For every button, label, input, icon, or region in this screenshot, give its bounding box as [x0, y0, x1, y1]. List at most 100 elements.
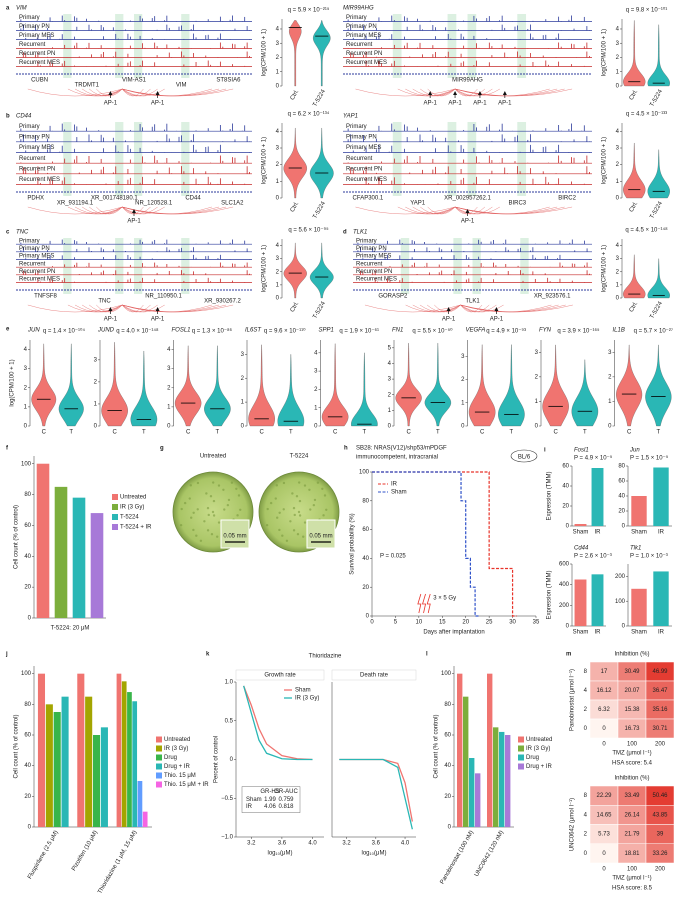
y-tick-label: 0.5: [225, 718, 234, 724]
bar: [505, 735, 511, 827]
anchor-label: AP-1: [104, 317, 118, 323]
annotation: P = 4.9 × 10⁻⁵: [574, 455, 613, 462]
x-tick-label: 15: [439, 620, 446, 626]
annotation: q = 9.8 × 10⁻¹⁰¹: [626, 7, 668, 14]
bar: [499, 731, 505, 827]
y-tick-label: 20: [444, 794, 451, 800]
cell-label: 46.99: [652, 669, 668, 675]
colony: [217, 521, 221, 524]
bar: [591, 468, 604, 526]
x-axis-label: T-5224: 20 μM: [51, 626, 90, 632]
colony: [269, 501, 273, 505]
y-tick-label: 0: [622, 624, 626, 630]
loop-arc: [454, 88, 550, 97]
legend-label: Untreated: [120, 495, 146, 501]
bar: [127, 692, 132, 827]
violin: [277, 354, 305, 427]
highlight: [467, 122, 477, 196]
colony: [230, 481, 234, 484]
violin: [283, 127, 307, 199]
gene-label: VIM: [176, 83, 187, 89]
y-tick-label: 20: [618, 509, 625, 515]
x-tick-label: Ctrl.: [629, 89, 640, 102]
violin: [174, 345, 202, 427]
column-label: 100: [627, 867, 638, 873]
loop-arc: [122, 304, 151, 313]
anchor-label: AP-1: [461, 219, 475, 225]
y-tick-label: 100: [359, 470, 370, 476]
violin: [101, 342, 128, 427]
score: HSA score: 8.5: [612, 886, 653, 892]
track-label: Recurrent MES: [19, 277, 60, 283]
y-axis-label: UNC0642 (μmol l⁻¹): [570, 798, 576, 851]
track-label: Recurrent MES: [19, 177, 60, 183]
track-label: Primary PN: [346, 135, 377, 141]
bar: [72, 497, 86, 618]
track-label: Primary MES: [19, 33, 54, 39]
violin: [204, 345, 231, 427]
survival-line: [372, 471, 517, 617]
image-label: T-5224: [290, 454, 309, 460]
cell-label: 16.73: [624, 726, 640, 732]
x-tick-label: Ctrl.: [290, 301, 301, 314]
row-label: 4: [584, 688, 588, 694]
y-tick-label: 4: [388, 361, 392, 367]
track-label: Primary PN: [19, 246, 50, 252]
y-tick-label: 3: [616, 146, 620, 152]
y-tick-label: 1: [616, 69, 620, 75]
gene-label: XR_923576.1: [534, 294, 571, 300]
anchor-label: AP-1: [498, 101, 512, 107]
dose-curve: [339, 758, 413, 822]
loop-arc: [355, 88, 456, 97]
y-tick-label: 0: [566, 624, 570, 630]
gene-title: MIR99AHG: [343, 6, 374, 12]
violin: [468, 344, 496, 427]
loop-arc: [454, 206, 565, 215]
row-label: 0: [584, 726, 588, 732]
arrow-head: [453, 91, 458, 95]
highlight: [453, 238, 462, 294]
y-tick-label: 40: [362, 556, 369, 562]
cell-label: 30.71: [652, 726, 668, 732]
track-label: Primary PN: [356, 246, 387, 252]
y-tick-label: 3: [535, 350, 539, 356]
violin: [351, 352, 378, 427]
gene-label: YAP1: [410, 201, 426, 207]
y-tick-label: 600: [559, 562, 570, 568]
colony: [217, 484, 221, 487]
column-label: 0: [602, 867, 606, 873]
panel-letter: m: [566, 652, 571, 658]
y-tick-label: 3: [314, 369, 318, 375]
violin: [647, 24, 670, 87]
legend-label: Untreated: [526, 737, 552, 743]
x-tick-label: T-5224: [312, 200, 327, 220]
x-tick-label: 0: [370, 620, 374, 626]
track-label: Recurrent: [19, 42, 46, 48]
track-label: Recurrent PN: [356, 269, 392, 275]
colony: [296, 533, 300, 536]
y-tick-label: 4: [616, 243, 620, 249]
highlight: [472, 238, 481, 294]
loop-arc: [454, 206, 493, 215]
colony: [323, 494, 327, 497]
x-tick-label: T-5224: [312, 300, 327, 320]
annotation: q = 5.9 × 10⁻²¹⁵: [288, 7, 330, 14]
y-tick-label: 1: [276, 179, 280, 185]
colony: [210, 533, 214, 536]
x-tick-label: T: [583, 430, 587, 436]
arrow-head: [477, 91, 482, 95]
legend-swatch: [518, 754, 524, 761]
score: HSA score: 5.4: [612, 761, 653, 767]
y-tick-label: 2: [276, 162, 280, 168]
legend-label: Drug: [164, 755, 177, 761]
highlight: [134, 122, 143, 196]
x-tick-label: 5: [394, 620, 398, 626]
colony: [190, 516, 193, 519]
cell-label: 36.47: [652, 688, 668, 694]
track-label: Primary: [19, 15, 40, 21]
cell-label: 18.81: [624, 851, 640, 857]
colony: [292, 506, 296, 510]
colony: [285, 539, 289, 542]
loop-arc: [460, 304, 497, 313]
arrow-head: [465, 209, 470, 213]
